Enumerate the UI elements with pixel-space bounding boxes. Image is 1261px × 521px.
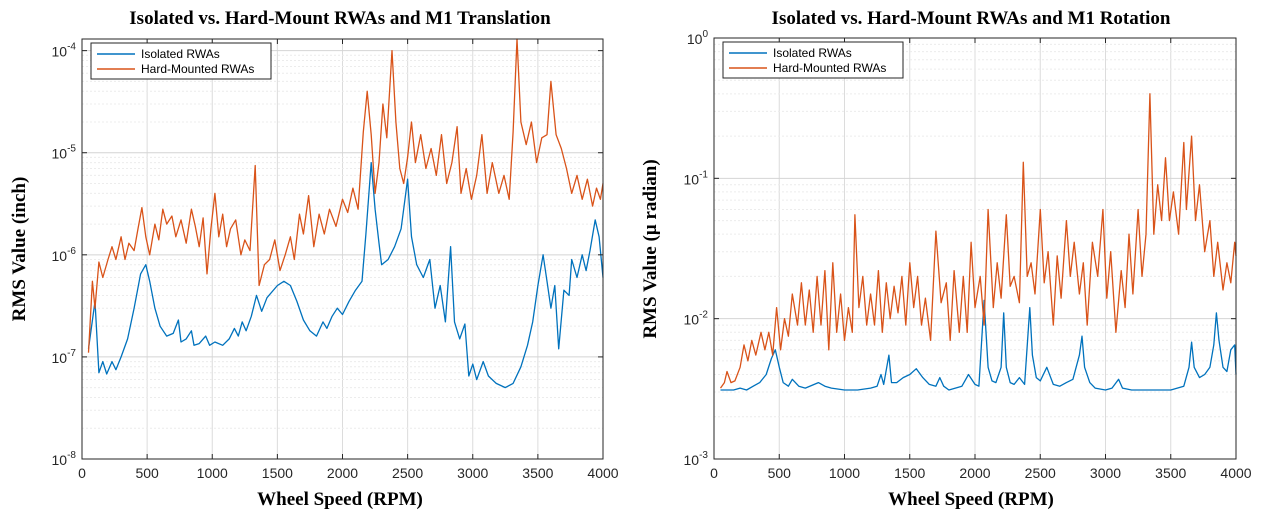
y-tick-base: 10 (52, 146, 68, 162)
x-axis-label: Wheel Speed (RPM) (888, 489, 1054, 510)
legend-label: Hard-Mounted RWAs (773, 61, 886, 75)
x-tick-label: 1000 (829, 465, 860, 481)
rotation-chart: 0 500 1000 1500 2000 2500 3000 3500 4000 10-3 10-2… (631, 0, 1261, 516)
series-line-isolated (87, 161, 604, 389)
y-axis-label: RMS Value (µ radian) (640, 159, 661, 338)
y-tick-base: 10 (684, 452, 700, 468)
y-tick-base: 10 (52, 248, 68, 264)
translation-chart-svg: 0 500 1000 1500 2000 2500 3000 3500 400010-810-7… (9, 8, 619, 510)
chart-title: Isolated vs. Hard-Mount RWAs and M1 Tran… (129, 8, 551, 29)
y-tick-exponent: -3 (699, 450, 708, 461)
series-line-hard-mounted (87, 38, 604, 353)
rotation-chart-svg: 0 500 1000 1500 2000 2500 3000 3500 400010-310-2… (640, 8, 1252, 510)
y-tick-base: 10 (52, 452, 68, 468)
x-tick-label: 500 (135, 465, 159, 481)
legend-label: Hard-Mounted RWAs (141, 62, 254, 76)
x-tick-label: 2000 (327, 465, 358, 481)
y-tick-base: 10 (52, 350, 68, 366)
y-tick-label: 10-5 (52, 144, 77, 162)
y-tick-exponent: -6 (67, 246, 76, 257)
legend-label: Isolated RWAs (773, 46, 852, 60)
x-axis-label: Wheel Speed (RPM) (257, 489, 423, 510)
x-tick-label: 0 (78, 465, 86, 481)
x-tick-label: 1500 (262, 465, 293, 481)
legend-box (90, 42, 272, 80)
y-tick-label: 10-1 (684, 169, 709, 187)
y-tick-base: 10 (52, 44, 68, 60)
x-tick-label: 2000 (959, 465, 990, 481)
y-tick-base: 10 (687, 31, 703, 47)
y-axis-label: RMS Value (inch) (9, 177, 30, 322)
x-tick-label: 1000 (197, 465, 228, 481)
x-tick-label: 4000 (1220, 465, 1251, 481)
translation-chart: 0 500 1000 1500 2000 2500 3000 3500 4000 10-8 10-7… (0, 0, 630, 516)
y-tick-label: 10-4 (52, 42, 77, 60)
y-tick-label: 10-6 (52, 246, 77, 264)
chart-title: Isolated vs. Hard-Mount RWAs and M1 Rota… (772, 8, 1171, 29)
y-tick-label: 10-3 (684, 450, 709, 468)
y-tick-base: 10 (684, 312, 700, 328)
y-tick-exponent: -7 (67, 348, 76, 359)
y-tick-exponent: -5 (67, 144, 76, 155)
y-tick-label: 10-8 (52, 450, 77, 468)
y-tick-exponent: -4 (67, 42, 76, 53)
y-tick-exponent: -8 (67, 450, 76, 461)
y-tick-exponent: 0 (702, 29, 708, 40)
x-tick-label: 4000 (587, 465, 618, 481)
x-tick-label: 2500 (1025, 465, 1056, 481)
x-tick-label: 3500 (1155, 465, 1186, 481)
y-tick-exponent: -2 (699, 310, 708, 321)
y-tick-base: 10 (684, 171, 700, 187)
x-tick-label: 0 (710, 465, 718, 481)
y-tick-label: 10-7 (52, 348, 77, 366)
x-tick-label: 3000 (457, 465, 488, 481)
y-tick-exponent: -1 (699, 169, 708, 180)
y-tick-label: 10-2 (684, 310, 709, 328)
legend-label: Isolated RWAs (141, 47, 220, 61)
x-tick-label: 1500 (894, 465, 925, 481)
x-tick-label: 3500 (522, 465, 553, 481)
series-line-isolated (720, 299, 1237, 391)
x-tick-label: 2500 (392, 465, 423, 481)
x-tick-label: 3000 (1090, 465, 1121, 481)
y-tick-label: 100 (687, 29, 709, 47)
x-tick-label: 500 (768, 465, 792, 481)
series-line-hard-mounted (719, 93, 1237, 389)
grid (713, 37, 1237, 460)
legend-box (722, 41, 904, 79)
